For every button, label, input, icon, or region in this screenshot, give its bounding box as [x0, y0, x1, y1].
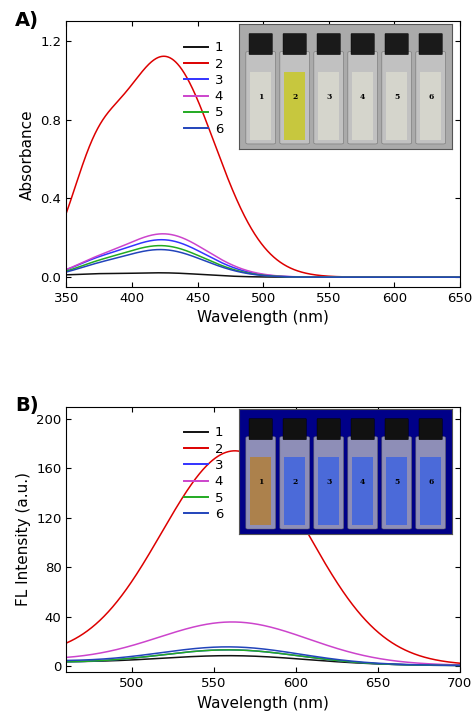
Legend: 1, 2, 3, 4, 5, 6: 1, 2, 3, 4, 5, 6: [179, 421, 228, 526]
Text: B): B): [15, 396, 39, 415]
Y-axis label: Absorbance: Absorbance: [20, 109, 35, 199]
Text: A): A): [15, 11, 39, 30]
Legend: 1, 2, 3, 4, 5, 6: 1, 2, 3, 4, 5, 6: [179, 36, 228, 141]
X-axis label: Wavelength (nm): Wavelength (nm): [197, 696, 329, 711]
Y-axis label: FL Intensity (a.u.): FL Intensity (a.u.): [16, 473, 30, 606]
X-axis label: Wavelength (nm): Wavelength (nm): [197, 310, 329, 325]
